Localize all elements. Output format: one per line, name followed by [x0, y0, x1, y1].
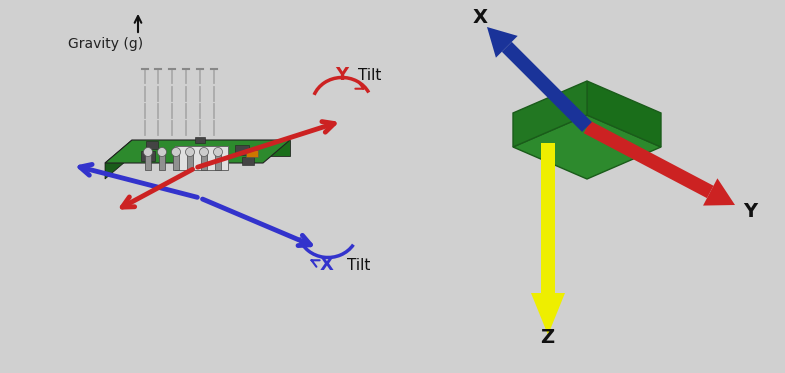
Circle shape [199, 147, 209, 157]
Bar [215, 152, 221, 170]
Polygon shape [584, 121, 714, 198]
Polygon shape [541, 143, 555, 295]
Polygon shape [105, 140, 290, 163]
Polygon shape [132, 140, 290, 156]
Polygon shape [513, 115, 661, 179]
Polygon shape [502, 42, 592, 132]
Polygon shape [242, 157, 254, 165]
Text: Y: Y [743, 202, 757, 221]
Text: Y: Y [335, 66, 349, 84]
Polygon shape [513, 81, 587, 147]
Bar [201, 152, 207, 170]
Bar [159, 152, 165, 170]
Polygon shape [246, 150, 258, 157]
Polygon shape [105, 140, 132, 179]
Text: Gravity (g): Gravity (g) [68, 37, 143, 51]
Text: X: X [320, 256, 334, 274]
Text: Z: Z [540, 328, 554, 347]
Circle shape [158, 147, 166, 157]
Polygon shape [235, 145, 249, 155]
Polygon shape [703, 178, 735, 206]
Circle shape [144, 147, 152, 157]
Polygon shape [587, 81, 661, 147]
Bar [145, 152, 151, 170]
Bar [187, 152, 193, 170]
Circle shape [185, 147, 195, 157]
Text: Tilt: Tilt [358, 68, 382, 83]
Polygon shape [487, 27, 517, 58]
Text: X: X [473, 8, 488, 27]
Circle shape [171, 147, 181, 157]
Polygon shape [141, 151, 155, 161]
Polygon shape [531, 293, 565, 335]
Circle shape [214, 147, 222, 157]
Text: Tilt: Tilt [347, 258, 371, 273]
Polygon shape [175, 146, 228, 170]
Bar [173, 152, 179, 170]
Polygon shape [146, 141, 158, 149]
Polygon shape [195, 137, 205, 143]
